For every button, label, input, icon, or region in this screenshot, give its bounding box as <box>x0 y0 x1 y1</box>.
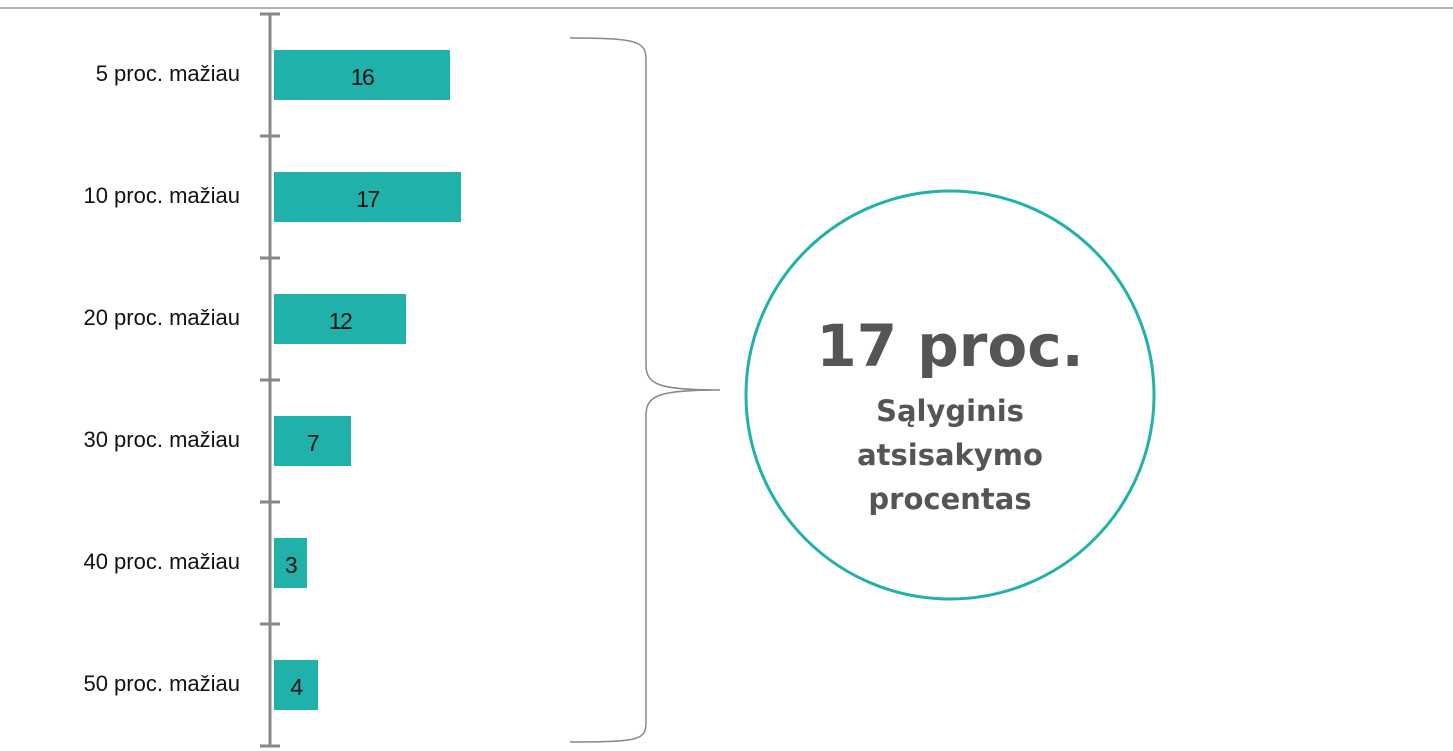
category-label: 10 proc. mažiau <box>83 183 240 208</box>
data-label: 16 <box>351 64 374 90</box>
bar <box>274 416 351 466</box>
annotation-line: procentas <box>868 482 1031 516</box>
bar <box>274 294 406 344</box>
annotation-circle <box>744 189 1156 601</box>
category-label: 50 proc. mažiau <box>83 671 240 696</box>
annotation-line: Sąlyginis <box>876 394 1024 428</box>
data-label: 12 <box>329 308 352 334</box>
category-label: 5 proc. mažiau <box>96 61 240 86</box>
data-label: 4 <box>290 674 303 700</box>
data-label: 17 <box>356 186 379 212</box>
data-label: 7 <box>307 430 319 456</box>
annotation-title: 17 proc. <box>816 312 1083 380</box>
category-label: 20 proc. mažiau <box>83 305 240 330</box>
brace <box>569 37 721 743</box>
bar <box>274 50 450 100</box>
category-label: 40 proc. mažiau <box>83 549 240 574</box>
bar <box>274 660 318 710</box>
bar <box>274 538 307 588</box>
data-label: 3 <box>285 552 297 578</box>
category-label: 30 proc. mažiau <box>83 427 240 452</box>
annotation-line: atsisakymo <box>857 438 1043 472</box>
bar <box>274 172 461 222</box>
annotation-text: Sąlyginis atsisakymo procentas <box>857 394 1043 516</box>
